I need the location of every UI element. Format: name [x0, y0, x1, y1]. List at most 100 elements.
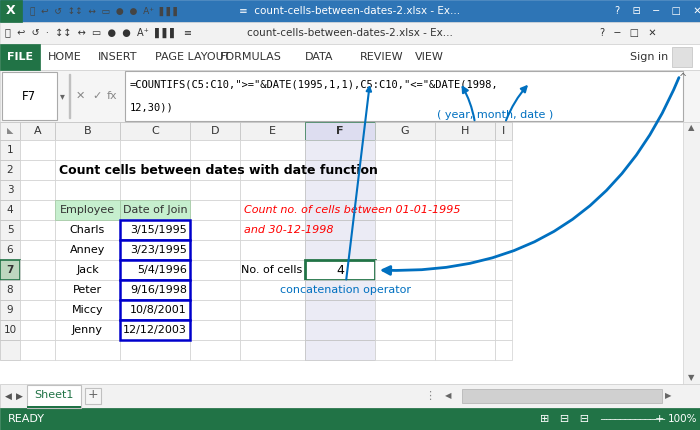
Bar	[435, 240, 495, 260]
Bar	[375, 220, 435, 240]
Bar	[55, 260, 120, 280]
Text: Jack: Jack	[76, 265, 99, 275]
Text: No. of cells: No. of cells	[241, 265, 302, 275]
Bar	[20, 200, 55, 220]
Bar	[305, 280, 375, 300]
Text: fx: fx	[107, 91, 118, 101]
Bar	[55, 140, 120, 160]
Text: 3: 3	[7, 185, 13, 195]
Bar	[120, 280, 190, 300]
Bar	[190, 240, 240, 260]
Text: D: D	[211, 126, 219, 136]
Text: 6: 6	[7, 245, 13, 255]
Bar	[375, 340, 435, 360]
Text: =COUNTIFS(C5:C10,">="&DATE(1995,1,1),C5:C10,"<="&DATE(1998,: =COUNTIFS(C5:C10,">="&DATE(1995,1,1),C5:…	[130, 80, 498, 89]
Text: 5/4/1996: 5/4/1996	[137, 265, 187, 275]
Bar	[20, 320, 55, 340]
Bar	[120, 240, 190, 260]
Text: Count cells between dates with date function: Count cells between dates with date func…	[59, 163, 378, 176]
Text: A: A	[34, 126, 41, 136]
Bar	[495, 300, 512, 320]
Text: REVIEW: REVIEW	[360, 52, 404, 62]
Text: Charls: Charls	[70, 225, 105, 235]
Bar	[125, 71, 683, 121]
Bar	[120, 122, 190, 140]
Text: ?    ⊟    ─    □    ✕: ? ⊟ ─ □ ✕	[615, 6, 700, 16]
Bar	[0, 102, 683, 384]
Text: X: X	[6, 4, 16, 18]
Bar	[55, 122, 120, 140]
Bar	[495, 220, 512, 240]
Bar	[120, 340, 190, 360]
Text: ^: ^	[679, 73, 687, 83]
Text: ◣: ◣	[7, 126, 13, 135]
Text: 9: 9	[7, 305, 13, 315]
Bar	[305, 260, 375, 280]
Bar	[435, 260, 495, 280]
Bar	[435, 320, 495, 340]
Bar	[435, 200, 495, 220]
Text: 5: 5	[7, 225, 13, 235]
Bar	[375, 180, 435, 200]
Bar	[0, 340, 20, 360]
Bar	[240, 240, 305, 260]
Bar	[120, 240, 190, 260]
Bar	[0, 180, 20, 200]
Bar	[55, 200, 120, 220]
Bar	[0, 384, 700, 408]
Bar	[190, 160, 240, 180]
Text: 10: 10	[4, 325, 17, 335]
Text: HOME: HOME	[48, 52, 82, 62]
Text: H: H	[461, 126, 469, 136]
Text: Sign in: Sign in	[630, 52, 668, 62]
Bar	[0, 140, 20, 160]
Bar	[495, 200, 512, 220]
Bar	[190, 140, 240, 160]
Bar	[190, 122, 240, 140]
Bar	[55, 320, 120, 340]
Bar	[305, 180, 375, 200]
Text: G: G	[400, 126, 410, 136]
Bar	[305, 320, 375, 340]
Text: ▾: ▾	[60, 91, 65, 101]
Text: ▶: ▶	[665, 391, 671, 400]
Bar	[120, 300, 190, 320]
Bar	[20, 340, 55, 360]
Bar	[120, 300, 190, 320]
Text: ✕: ✕	[76, 91, 85, 101]
Bar	[435, 280, 495, 300]
Text: 3/15/1995: 3/15/1995	[130, 225, 187, 235]
Bar	[495, 260, 512, 280]
Bar	[120, 260, 190, 280]
Bar	[375, 240, 435, 260]
Bar	[55, 280, 120, 300]
Bar	[120, 160, 190, 180]
Bar	[240, 300, 305, 320]
Bar	[375, 140, 435, 160]
Text: ▼: ▼	[688, 374, 694, 383]
Bar	[375, 122, 435, 140]
Bar	[0, 122, 20, 140]
Bar	[495, 320, 512, 340]
Bar	[495, 180, 512, 200]
Bar	[0, 22, 700, 44]
Bar	[240, 340, 305, 360]
Bar	[375, 280, 435, 300]
Bar	[27, 385, 81, 408]
Text: B: B	[84, 126, 91, 136]
Bar	[190, 320, 240, 340]
Text: 🖫  ↩  ↺  ↕↕  ↔  ▭  ●  ●  A⁺  ▌▌▌: 🖫 ↩ ↺ ↕↕ ↔ ▭ ● ● A⁺ ▌▌▌	[30, 6, 181, 15]
Bar	[462, 389, 662, 403]
Bar	[375, 320, 435, 340]
Bar	[0, 70, 700, 122]
Bar	[375, 200, 435, 220]
Bar	[0, 280, 20, 300]
Text: ▶: ▶	[16, 391, 23, 400]
Bar	[305, 300, 375, 320]
Text: ─────────────: ─────────────	[600, 415, 665, 424]
Bar	[190, 200, 240, 220]
Bar	[190, 280, 240, 300]
Text: READY: READY	[8, 414, 45, 424]
Text: F: F	[336, 126, 344, 136]
Bar	[240, 200, 305, 220]
